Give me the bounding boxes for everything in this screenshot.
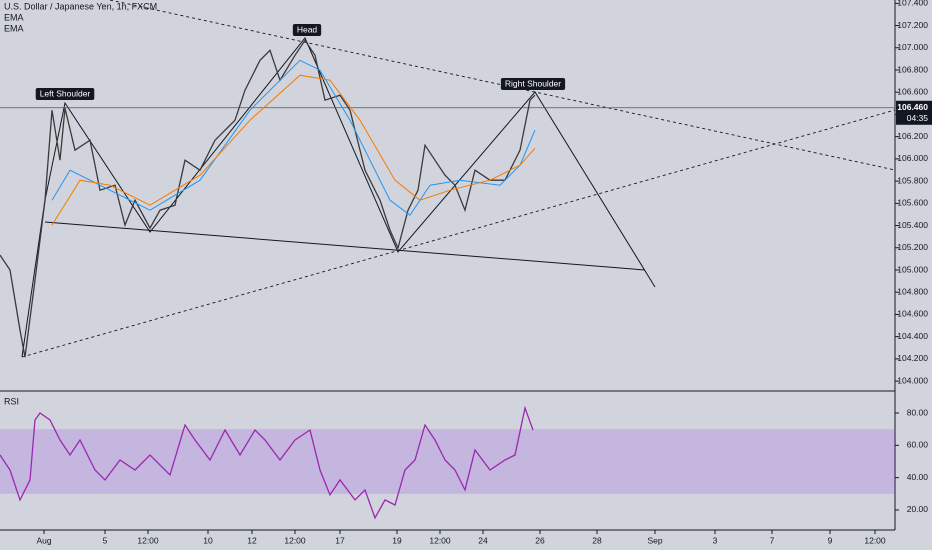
price-badge <box>896 100 932 125</box>
upper-trend-line <box>109 0 896 171</box>
y-tick-label: 105.800 <box>897 175 928 185</box>
x-tick-label: 3 <box>713 535 718 545</box>
y-tick-label: 104.600 <box>897 309 928 319</box>
x-tick-label: 5 <box>103 535 108 545</box>
y-tick-label: 107.200 <box>897 20 928 30</box>
x-tick-label: Sep <box>647 535 662 545</box>
pattern-zigzag <box>21 37 656 358</box>
lower-trend-line <box>21 109 896 358</box>
y-tick-label: 107.400 <box>897 0 928 8</box>
y-tick-label: 20.00 <box>907 504 929 514</box>
x-tick-label: 12:00 <box>284 535 306 545</box>
series-line <box>0 405 534 520</box>
chart-title: U.S. Dollar / Japanese Yen, 1h, FXCM <box>4 1 157 11</box>
x-tick-label: 12 <box>247 535 257 545</box>
x-tick-label: 10 <box>203 535 213 545</box>
drawings <box>21 0 896 358</box>
price-badge-label: 106.460 <box>897 102 928 112</box>
y-tick-label: 107.000 <box>897 42 928 52</box>
x-tick-label: 28 <box>592 535 602 545</box>
y-tick-label: 80.00 <box>907 407 929 417</box>
y-tick-label: 104.200 <box>897 353 928 363</box>
pane-title: RSI <box>4 396 19 406</box>
y-tick-label: 105.600 <box>897 198 928 208</box>
annotation-box <box>500 78 566 90</box>
annotation: Left Shoulder <box>40 88 91 98</box>
x-tick-label: 24 <box>478 535 488 545</box>
y-tick-label: 104.800 <box>897 286 928 296</box>
annotation-box <box>292 24 322 36</box>
y-tick-label: 105.000 <box>897 264 928 274</box>
annotation-box <box>35 88 95 100</box>
y-tick-label: 106.000 <box>897 153 928 163</box>
y-tick-label: 106.200 <box>897 131 928 141</box>
y-tick-label: 40.00 <box>907 472 929 482</box>
x-tick-label: 12:00 <box>864 535 886 545</box>
legend-entry: EMA <box>4 12 24 22</box>
y-tick-label: 104.000 <box>897 375 928 385</box>
annotation: Head <box>297 24 318 34</box>
x-tick-label: 12:00 <box>137 535 159 545</box>
y-tick-label: 106.800 <box>897 64 928 74</box>
x-tick-label: 17 <box>335 535 345 545</box>
y-tick-label: 106.600 <box>897 86 928 96</box>
x-tick-label: 19 <box>392 535 402 545</box>
x-tick-label: 26 <box>535 535 545 545</box>
series-line <box>51 74 536 226</box>
neckline <box>44 221 646 271</box>
series-line <box>0 39 536 358</box>
countdown: 04:35 <box>907 113 929 123</box>
y-tick-label: 104.400 <box>897 331 928 341</box>
rsi-band <box>0 429 895 494</box>
y-tick-label: 105.200 <box>897 242 928 252</box>
x-tick-label: Aug <box>36 535 51 545</box>
annotation: Right Shoulder <box>505 78 561 88</box>
x-tick-label: 9 <box>828 535 833 545</box>
x-tick-label: 7 <box>770 535 775 545</box>
y-tick-label: 60.00 <box>907 440 929 450</box>
axis: 20.00 40.00 60.00 80.00 Aug 5 12:00 10 12 12:00 17… <box>36 407 928 545</box>
y-tick-label: 105.400 <box>897 220 928 230</box>
x-tick-label: 12:00 <box>429 535 451 545</box>
legend-entry: EMA <box>4 23 24 33</box>
